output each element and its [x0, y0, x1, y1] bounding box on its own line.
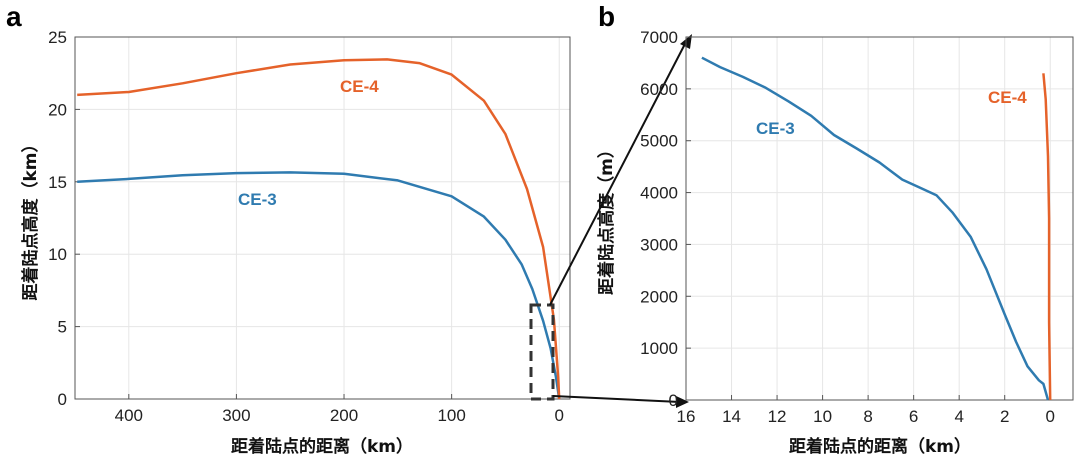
zoom-connectors — [549, 34, 692, 408]
panel-a-xtick-label-400: 400 — [115, 406, 143, 425]
panel-b-ytick-label-5000: 5000 — [640, 132, 678, 151]
panel-a-xtick-label-100: 100 — [437, 406, 465, 425]
panel-b-ytick-label-4000: 4000 — [640, 184, 678, 203]
panel-b-ytick-label-3000: 3000 — [640, 235, 678, 254]
panel-letter-a: a — [6, 1, 22, 32]
panel-a-label-ce4: CE-4 — [340, 77, 379, 96]
panel-a-ticks: 400 300 200 100 0 0 5 10 15 20 25 — [48, 28, 564, 425]
panel-a-label-ce3: CE-3 — [238, 190, 277, 209]
panel-b-label-ce3: CE-3 — [756, 119, 795, 138]
panel-b-xtick-label-8: 8 — [863, 407, 872, 426]
zoom-connector-bottom-arrowhead — [676, 396, 689, 408]
panel-a-xtick-label-300: 300 — [222, 406, 250, 425]
panel-b-xtick-label-2: 2 — [1000, 407, 1009, 426]
panel-a-ytick-label-20: 20 — [48, 100, 67, 119]
zoom-connector-bottom — [552, 395, 681, 403]
panel-b-series-ce-3-line — [701, 56, 1050, 401]
panel-a-series-ce-4-line — [77, 58, 561, 400]
panel-b-ytick-label-7000: 7000 — [640, 28, 678, 47]
panel-b-xtick-label-12: 12 — [768, 407, 787, 426]
panel-b-ytick-label-0: 0 — [669, 391, 678, 410]
panel-b-xtick-label-4: 4 — [954, 407, 963, 426]
panel-b-xtick-label-10: 10 — [813, 407, 832, 426]
panel-b-label-ce4: CE-4 — [988, 88, 1027, 107]
panel-b-series-ce-4-line — [1042, 73, 1052, 401]
panel-b-y-axis-label: 距着陆点高度（m） — [596, 141, 617, 295]
panel-b-ytick-label-1000: 1000 — [640, 339, 678, 358]
panel-a-y-axis-label: 距着陆点高度（km） — [20, 135, 41, 300]
panel-a-plot: 400 300 200 100 0 0 5 10 15 20 25 CE-3 CE-4 距着陆点的距… — [20, 28, 571, 457]
panel-a-xtick-label-0: 0 — [555, 406, 564, 425]
panel-a-ytick-label-25: 25 — [48, 28, 67, 47]
panel-a-ytick-label-15: 15 — [48, 173, 67, 192]
panel-a-axes-frame — [74, 36, 571, 400]
panel-a-series-ce-3-line — [77, 171, 561, 400]
panel-a-x-axis-label: 距着陆点的距离（km） — [231, 436, 413, 457]
panel-b-ticks: 16 14 12 10 8 6 4 2 0 0 1000 2000 3000 4000 5000 6000 70… — [640, 28, 1055, 426]
panel-b-ytick-label-6000: 6000 — [640, 80, 678, 99]
panel-a-ytick-label-10: 10 — [48, 245, 67, 264]
zoom-box — [529, 303, 555, 401]
panel-b-ytick-label-2000: 2000 — [640, 287, 678, 306]
panel-b-xtick-label-0: 0 — [1046, 407, 1055, 426]
panel-b-xtick-label-14: 14 — [722, 407, 741, 426]
panel-a-grid — [75, 36, 570, 400]
panel-b-plot: 16 14 12 10 8 6 4 2 0 0 1000 2000 3000 4000 5000 6000 70… — [596, 28, 1074, 457]
panel-b-xtick-label-16: 16 — [677, 407, 696, 426]
panel-a-ytick-label-0: 0 — [58, 390, 67, 409]
panel-b-series — [701, 56, 1052, 401]
panel-letter-b: b — [598, 1, 615, 32]
panel-a-ytick-label-5: 5 — [58, 318, 67, 337]
panel-b-x-axis-label: 距着陆点的距离（km） — [789, 436, 971, 457]
panel-b-axes-frame — [685, 36, 1074, 401]
panel-a-series — [77, 58, 561, 400]
panel-b-xtick-label-6: 6 — [909, 407, 918, 426]
panel-a-xtick-label-200: 200 — [330, 406, 358, 425]
zoom-connector-top — [549, 39, 688, 306]
